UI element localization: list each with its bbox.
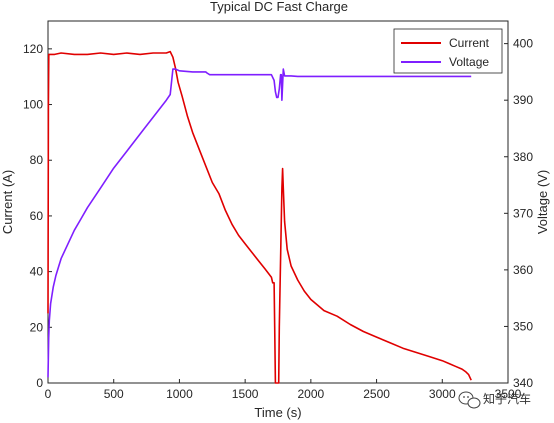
x-tick-label: 500 bbox=[104, 387, 124, 401]
x-tick-label: 2500 bbox=[363, 387, 390, 401]
x-tick-label: 3000 bbox=[429, 387, 456, 401]
y2-tick-label: 400 bbox=[513, 37, 533, 51]
chart-title: Typical DC Fast Charge bbox=[210, 0, 348, 14]
x-axis-label: Time (s) bbox=[254, 405, 301, 420]
y2-axis-label: Voltage (V) bbox=[535, 170, 550, 234]
x-tick-label: 0 bbox=[45, 387, 52, 401]
y2-tick-label: 340 bbox=[513, 376, 533, 390]
legend-label-voltage: Voltage bbox=[449, 55, 489, 69]
y-tick-label: 40 bbox=[30, 265, 44, 279]
series-line-current bbox=[47, 50, 472, 384]
watermark-text: 知乎汽车 bbox=[483, 391, 531, 406]
y2-tick-label: 350 bbox=[513, 319, 533, 333]
x-axis: 0 500 1000 1500 2000 2500 3000 3500 bbox=[45, 379, 522, 401]
y-tick-label: 60 bbox=[30, 209, 44, 223]
series-line-voltage bbox=[47, 68, 472, 378]
x-tick-label: 1000 bbox=[166, 387, 193, 401]
y2-tick-label: 360 bbox=[513, 263, 533, 277]
series-layer bbox=[47, 50, 472, 384]
legend: Current Voltage bbox=[393, 28, 503, 74]
legend-label-current: Current bbox=[449, 36, 490, 50]
plot-area bbox=[47, 20, 509, 384]
wechat-icon bbox=[458, 391, 481, 409]
legend-box bbox=[393, 28, 503, 74]
y2-tick-label: 390 bbox=[513, 93, 533, 107]
y-tick-label: 120 bbox=[23, 42, 43, 56]
y-tick-label: 0 bbox=[36, 376, 43, 390]
y-axis-label: Current (A) bbox=[0, 170, 15, 234]
y2-tick-label: 370 bbox=[513, 206, 533, 220]
y-tick-label: 100 bbox=[23, 98, 43, 112]
left-y-axis: 0 20 40 60 80 100 120 bbox=[23, 42, 52, 390]
right-y-axis: 340 350 360 370 380 390 400 bbox=[504, 37, 533, 390]
watermark: 知乎汽车 bbox=[458, 391, 531, 409]
x-tick-label: 2000 bbox=[298, 387, 325, 401]
y2-tick-label: 380 bbox=[513, 150, 533, 164]
x-tick-label: 3500 bbox=[495, 387, 522, 401]
y-tick-label: 80 bbox=[30, 153, 44, 167]
x-tick-label: 1500 bbox=[232, 387, 259, 401]
y-tick-label: 20 bbox=[30, 320, 44, 334]
